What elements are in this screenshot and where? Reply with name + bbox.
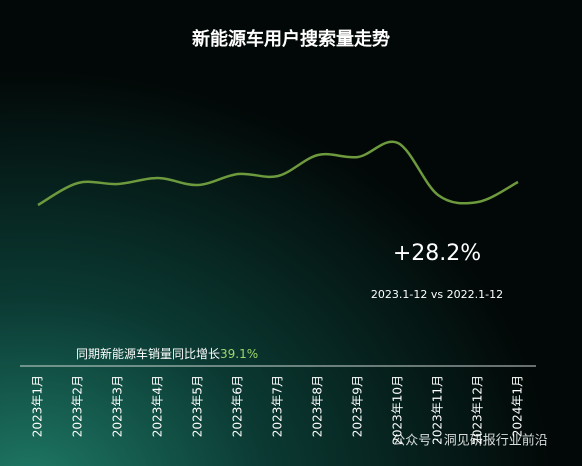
growth-annotation: +28.2%	[393, 241, 481, 266]
x-tick-label: 2023年4月	[151, 375, 165, 437]
watermark: 公众号 · 洞见研报行业前沿	[392, 433, 547, 449]
x-tick-label: 2023年5月	[191, 375, 205, 437]
x-tick-label: 2024年1月	[511, 375, 525, 437]
line	[37, 140, 519, 207]
sales-note: 同期新能源车销量同比增长39.1%	[76, 346, 258, 361]
x-tick-label: 2023年11月	[431, 375, 445, 445]
x-tick-label: 2023年6月	[231, 375, 245, 437]
x-tick-label: 2023年7月	[271, 375, 285, 437]
x-tick-label: 2023年10月	[391, 375, 405, 445]
x-tick-label: 2023年12月	[471, 375, 485, 445]
chart-title: 新能源车用户搜索量走势	[192, 28, 390, 50]
x-tick-label: 2023年9月	[351, 375, 365, 437]
x-tick-label: 2023年3月	[111, 375, 125, 437]
x-tick-label: 2023年2月	[71, 375, 85, 437]
x-tick-label: 2023年1月	[31, 375, 45, 437]
sales-note-label: 同期新能源车销量同比增长	[76, 346, 220, 361]
x-tick-label: 2023年8月	[311, 375, 325, 437]
period-annotation: 2023.1-12 vs 2022.1-12	[371, 288, 503, 301]
sales-note-value: 39.1%	[220, 347, 258, 361]
